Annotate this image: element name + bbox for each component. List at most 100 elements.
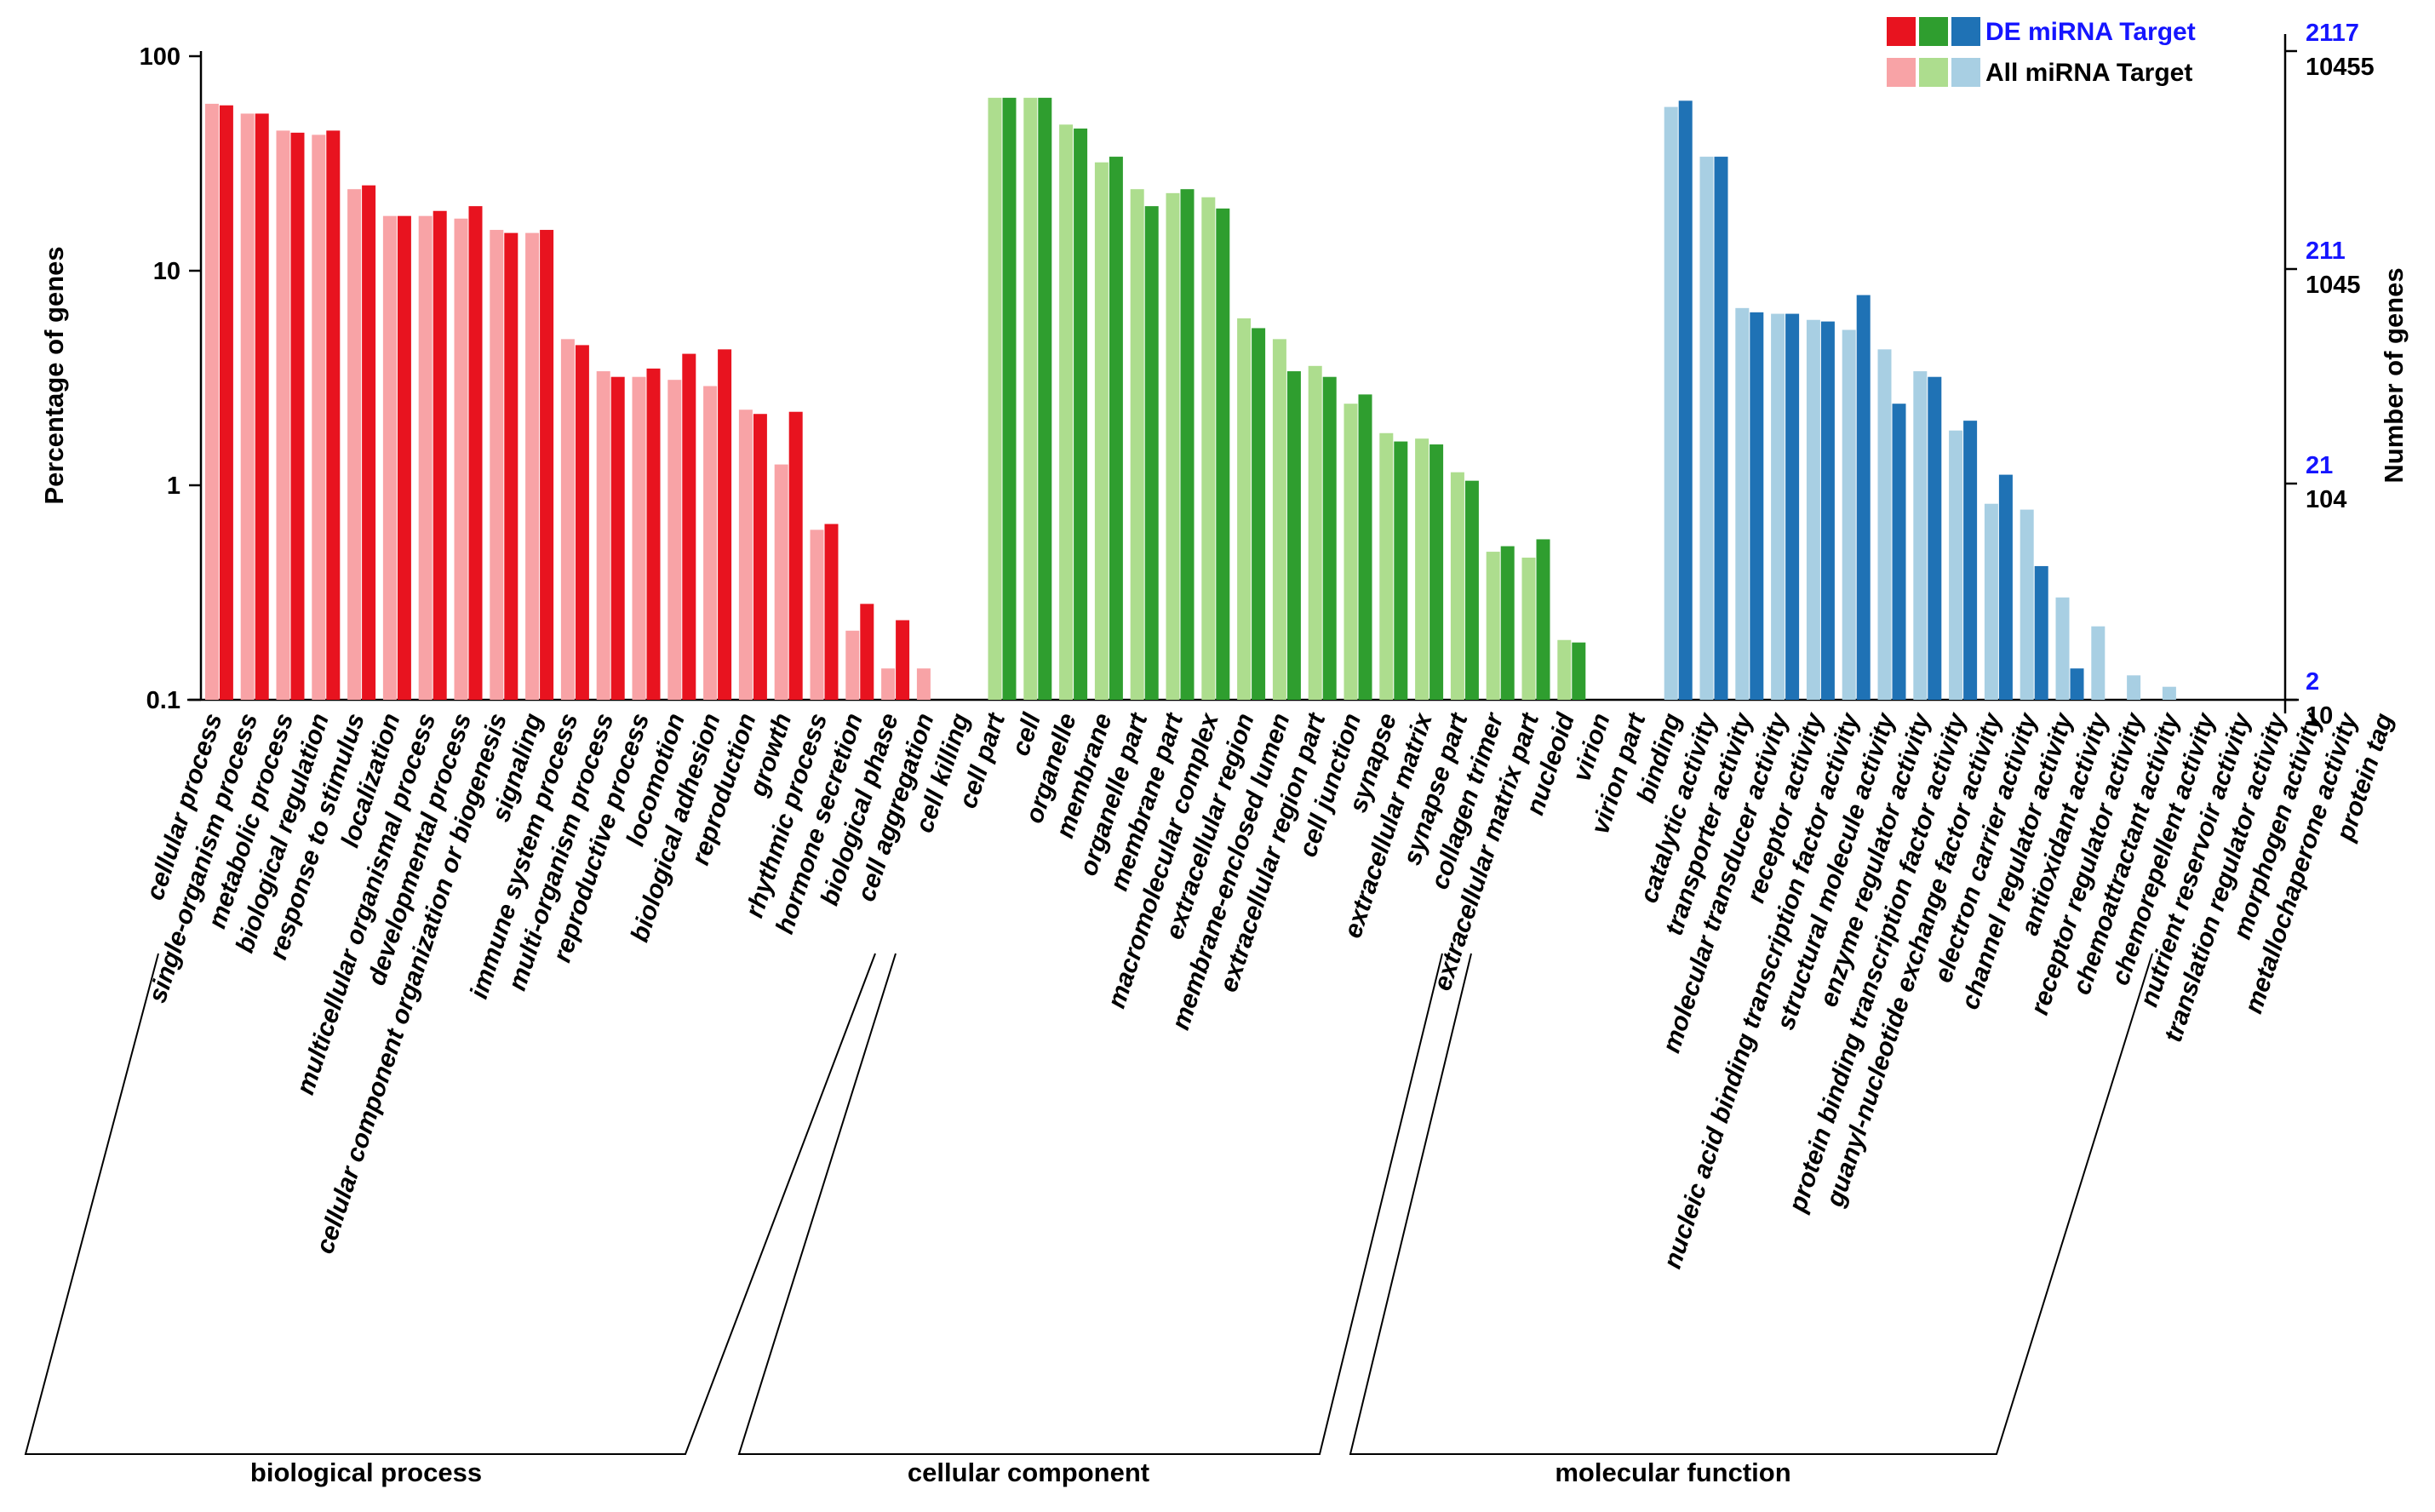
group-bracket xyxy=(24,953,876,1455)
bar-de-target xyxy=(1109,157,1123,700)
bar-de-target xyxy=(1856,295,1871,700)
category-label: cell xyxy=(1006,709,1046,759)
bar-de-target xyxy=(1322,376,1337,700)
bar-de-target xyxy=(1572,642,1586,700)
bar-de-target xyxy=(1216,208,1230,701)
bar-all-target xyxy=(1415,438,1429,700)
legend: DE miRNA Target All miRNA Target xyxy=(1887,17,2196,87)
bar-all-target xyxy=(1806,319,1820,700)
bar-de-target xyxy=(1074,128,1088,700)
bar-all-target xyxy=(1984,503,1998,700)
bar-de-target xyxy=(860,604,874,700)
left-tick-label: 1 xyxy=(167,472,180,500)
legend-swatch xyxy=(1887,58,1916,87)
bar-all-target xyxy=(1094,162,1109,700)
group-label: biological process xyxy=(250,1458,482,1487)
bar-all-target xyxy=(2020,509,2034,700)
group-bracket xyxy=(737,953,1443,1455)
bar-all-target xyxy=(347,189,362,700)
right-tick-label-de: 2117 xyxy=(2306,20,2359,47)
legend-swatch xyxy=(1951,58,1980,87)
left-y-ticks: 0.1 1 10 100 xyxy=(140,43,201,714)
bar-all-target xyxy=(738,410,753,700)
bar-de-target xyxy=(362,185,376,700)
bar-de-target xyxy=(1180,189,1195,700)
bar-de-target xyxy=(540,230,554,701)
bar-all-target xyxy=(1130,189,1144,700)
bar-all-target xyxy=(810,530,824,700)
bar-all-target xyxy=(703,386,718,700)
left-tick-label: 0.1 xyxy=(146,687,180,714)
bar-de-target xyxy=(1464,480,1479,700)
bar-de-target xyxy=(219,105,233,700)
right-tick-label-all: 10 xyxy=(2306,702,2333,730)
bar-de-target xyxy=(610,376,625,700)
legend-label: All miRNA Target xyxy=(1985,59,2192,87)
legend-swatch xyxy=(1951,17,1980,46)
legend-label: DE miRNA Target xyxy=(1985,18,2196,46)
legend-swatch xyxy=(1919,58,1948,87)
bar-all-target xyxy=(988,97,1002,700)
right-tick-label-de: 2 xyxy=(2306,668,2319,696)
bar-all-target xyxy=(881,668,896,700)
bar-all-target xyxy=(1842,329,1856,700)
bar-all-target xyxy=(1379,432,1394,700)
bar-de-target xyxy=(1500,546,1515,700)
group-label: molecular function xyxy=(1555,1458,1790,1487)
bar-all-target xyxy=(1344,404,1358,700)
left-tick-label: 100 xyxy=(140,43,180,71)
legend-swatch xyxy=(1919,17,1948,46)
left-tick-label: 10 xyxy=(153,258,180,285)
group-brackets: biological process cellular component mole… xyxy=(24,953,2153,1487)
bar-de-target xyxy=(1144,206,1159,700)
bar-all-target xyxy=(382,215,397,700)
bar-all-target xyxy=(774,464,788,700)
bar-all-target xyxy=(1664,106,1678,700)
bar-de-target xyxy=(2034,565,2048,700)
bar-all-target xyxy=(632,376,646,700)
bar-de-target xyxy=(788,411,803,700)
bar-de-target xyxy=(1358,394,1372,700)
bar-all-target xyxy=(845,630,860,700)
bar-de-target xyxy=(1394,441,1408,700)
y-axis-title-left: Percentage of genes xyxy=(39,246,69,504)
bar-all-target xyxy=(1877,349,1892,700)
bar-de-target xyxy=(1286,371,1301,700)
bar-de-target xyxy=(1928,376,1942,700)
bar-all-target xyxy=(1237,318,1252,700)
right-tick-label-all: 1045 xyxy=(2306,272,2361,299)
bar-all-target xyxy=(312,135,326,700)
bar-all-target xyxy=(667,380,682,700)
bar-all-target xyxy=(2127,675,2141,700)
bar-de-target xyxy=(504,232,519,700)
bar-all-target xyxy=(1272,339,1286,700)
bar-de-target xyxy=(718,349,732,700)
bar-de-target xyxy=(1038,97,1052,700)
bar-all-target xyxy=(2091,626,2106,700)
bar-all-target xyxy=(1913,371,1928,700)
bar-all-target xyxy=(418,215,433,700)
bar-all-target xyxy=(2162,686,2176,700)
bar-de-target xyxy=(1820,321,1835,700)
group-label: cellular component xyxy=(908,1458,1149,1487)
bar-all-target xyxy=(596,371,610,700)
bar-all-target xyxy=(204,103,219,700)
bar-de-target xyxy=(824,524,839,700)
bar-de-target xyxy=(1892,404,1906,700)
bar-all-target xyxy=(454,218,468,701)
group-bracket xyxy=(1349,953,2153,1455)
bar-de-target xyxy=(255,113,269,700)
bar-de-target xyxy=(1963,421,1978,700)
bar-all-target xyxy=(1059,124,1074,700)
bar-de-target xyxy=(326,130,341,700)
right-tick-label-de: 21 xyxy=(2306,452,2333,479)
bar-all-target xyxy=(1557,639,1572,700)
bar-de-target xyxy=(290,132,305,701)
bar-all-target xyxy=(1166,192,1180,700)
bar-de-target xyxy=(1002,97,1017,700)
y-axis-title-right: Number of genes xyxy=(2379,267,2409,483)
bar-de-target xyxy=(2070,668,2084,700)
bar-de-target xyxy=(646,368,661,700)
